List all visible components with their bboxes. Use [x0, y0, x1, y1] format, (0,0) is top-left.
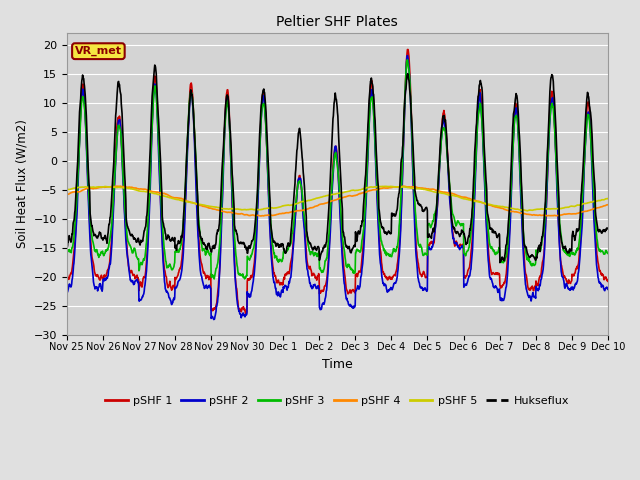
pSHF 2 — [493, 285, 500, 290]
Line: pSHF 1: pSHF 1 — [67, 49, 608, 314]
Line: pSHF 3: pSHF 3 — [67, 60, 608, 279]
pSHF 1 — [540, 247, 548, 252]
pSHF 2 — [422, 287, 429, 292]
pSHF 3 — [422, 251, 429, 257]
Hukseflux — [496, 260, 504, 265]
Line: pSHF 5: pSHF 5 — [67, 186, 608, 211]
pSHF 4 — [244, 212, 252, 218]
pSHF 5 — [422, 187, 429, 192]
pSHF 4 — [170, 195, 178, 201]
pSHF 2 — [210, 317, 218, 323]
pSHF 2 — [244, 292, 252, 298]
pSHF 3 — [183, 146, 191, 152]
Line: pSHF 4: pSHF 4 — [67, 186, 608, 216]
pSHF 1 — [170, 283, 178, 289]
Legend: pSHF 1, pSHF 2, pSHF 3, pSHF 4, pSHF 5, Hukseflux: pSHF 1, pSHF 2, pSHF 3, pSHF 4, pSHF 5, … — [101, 391, 573, 410]
pSHF 3 — [493, 249, 500, 255]
Hukseflux — [170, 237, 178, 243]
Hukseflux — [184, 136, 191, 142]
Hukseflux — [244, 248, 252, 253]
pSHF 1 — [422, 274, 429, 280]
pSHF 5 — [604, 196, 612, 202]
pSHF 3 — [404, 57, 412, 63]
pSHF 2 — [170, 295, 178, 301]
pSHF 1 — [604, 278, 612, 284]
Hukseflux — [540, 214, 548, 220]
pSHF 2 — [63, 288, 70, 294]
pSHF 1 — [244, 276, 252, 282]
pSHF 5 — [524, 208, 531, 214]
pSHF 4 — [493, 204, 500, 210]
Hukseflux — [604, 226, 612, 232]
Hukseflux — [492, 231, 500, 237]
pSHF 3 — [540, 222, 548, 228]
Title: Peltier SHF Plates: Peltier SHF Plates — [276, 15, 398, 29]
Y-axis label: Soil Heat Flux (W/m2): Soil Heat Flux (W/m2) — [15, 120, 28, 248]
pSHF 1 — [404, 47, 412, 52]
pSHF 2 — [404, 53, 412, 59]
Line: Hukseflux: Hukseflux — [67, 65, 608, 263]
pSHF 3 — [170, 264, 178, 269]
pSHF 4 — [63, 192, 70, 198]
Line: pSHF 2: pSHF 2 — [67, 56, 608, 320]
pSHF 5 — [170, 196, 178, 202]
pSHF 4 — [400, 183, 408, 189]
pSHF 5 — [63, 187, 70, 192]
pSHF 3 — [244, 255, 252, 261]
pSHF 4 — [183, 198, 191, 204]
pSHF 2 — [183, 156, 191, 161]
pSHF 3 — [211, 276, 218, 282]
pSHF 1 — [63, 272, 70, 277]
Hukseflux — [151, 62, 159, 68]
pSHF 5 — [492, 203, 500, 209]
pSHF 4 — [540, 213, 548, 218]
pSHF 3 — [63, 251, 70, 257]
pSHF 5 — [183, 199, 191, 205]
Text: VR_met: VR_met — [75, 46, 122, 56]
pSHF 2 — [604, 287, 612, 292]
pSHF 3 — [604, 251, 612, 256]
pSHF 5 — [540, 206, 548, 212]
Hukseflux — [63, 240, 70, 246]
pSHF 5 — [382, 183, 390, 189]
pSHF 1 — [183, 149, 191, 155]
pSHF 1 — [493, 272, 500, 277]
pSHF 2 — [540, 252, 548, 257]
X-axis label: Time: Time — [322, 358, 353, 371]
pSHF 4 — [422, 186, 429, 192]
Hukseflux — [422, 205, 429, 211]
pSHF 4 — [257, 213, 264, 219]
pSHF 5 — [244, 206, 252, 212]
pSHF 4 — [604, 202, 612, 208]
pSHF 1 — [242, 311, 250, 317]
